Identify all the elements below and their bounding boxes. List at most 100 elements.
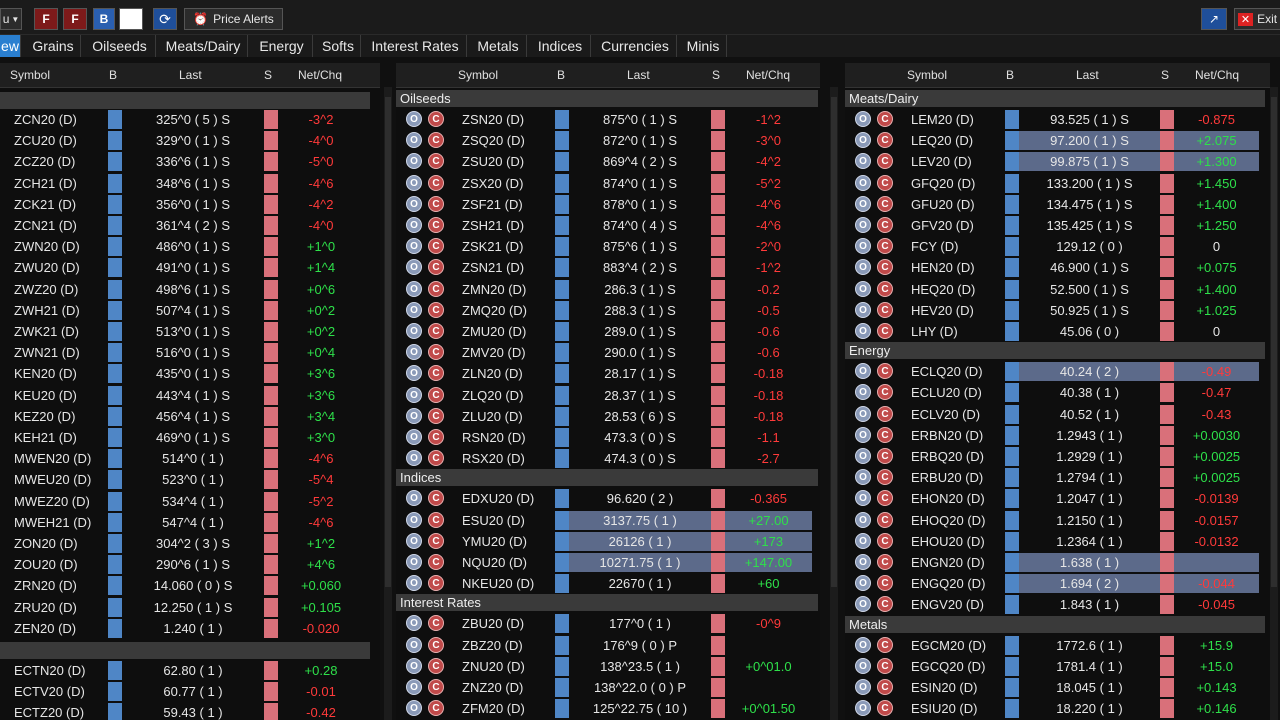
option-icon[interactable]: O	[406, 657, 422, 674]
option-icon[interactable]: O	[406, 407, 422, 424]
tab-softs[interactable]: Softs	[316, 35, 361, 57]
p1-quote-row[interactable]: KEH21 (D) 469^0 ( 1 ) S +3^0	[0, 427, 370, 448]
option-icon[interactable]: O	[406, 490, 422, 507]
chart-icon[interactable]: C	[428, 657, 444, 674]
option-icon[interactable]: O	[406, 386, 422, 403]
chart-icon[interactable]: C	[428, 132, 444, 149]
option-icon[interactable]: O	[855, 636, 871, 653]
p2-quote-row[interactable]: O C ZSN20 (D) 875^0 ( 1 ) S -1^2	[396, 109, 818, 130]
option-icon[interactable]: O	[855, 384, 871, 401]
p2-quote-row[interactable]: O C ZNZ20 (D) 138^22.0 ( 0 ) P	[396, 677, 818, 698]
p1-quote-row[interactable]: ZCN20 (D) 325^0 ( 5 ) S -3^2	[0, 109, 370, 130]
p1-quote-row[interactable]: ECTN20 (D) 62.80 ( 1 ) +0.28	[0, 660, 370, 681]
chart-icon[interactable]: C	[877, 405, 893, 422]
option-icon[interactable]: O	[855, 448, 871, 464]
p1-quote-row[interactable]: ZWN21 (D) 516^0 ( 1 ) S +0^4	[0, 342, 370, 363]
p3-quote-row[interactable]: O C GFU20 (D) 134.475 ( 1 ) S +1.400	[845, 194, 1265, 215]
option-icon[interactable]: O	[406, 636, 422, 653]
p3-quote-row[interactable]: O C ENGV20 (D) 1.843 ( 1 ) -0.045	[845, 594, 1265, 615]
option-icon[interactable]: O	[855, 217, 871, 233]
p1-col-net[interactable]: Net/Chq	[298, 68, 343, 82]
chart-icon[interactable]: C	[428, 238, 444, 255]
p2-quote-row[interactable]: O C ZLN20 (D) 28.17 ( 1 ) S -0.18	[396, 363, 818, 384]
tab-interest-rates[interactable]: Interest Rates	[364, 35, 467, 57]
p3-quote-row[interactable]: O C EGCQ20 (D) 1781.4 ( 1 ) +15.0	[845, 656, 1265, 677]
chart-icon[interactable]: C	[428, 153, 444, 170]
refresh-button[interactable]: ⟳	[153, 8, 177, 30]
option-icon[interactable]: O	[406, 450, 422, 467]
chart-icon[interactable]: C	[428, 700, 444, 717]
p1-quote-row[interactable]: KEU20 (D) 443^4 ( 1 ) S +3^6	[0, 385, 370, 406]
chart-icon[interactable]: C	[877, 323, 893, 339]
tab-meats-dairy[interactable]: Meats/Dairy	[159, 35, 248, 57]
p1-quote-row[interactable]: ZCN21 (D) 361^4 ( 2 ) S -4^0	[0, 215, 370, 236]
chart-icon[interactable]: C	[428, 111, 444, 127]
option-icon[interactable]: O	[406, 365, 422, 382]
p2-quote-row[interactable]: O C ZBZ20 (D) 176^9 ( 0 ) P	[396, 635, 818, 656]
chart-icon[interactable]: C	[877, 636, 893, 653]
p3-col-last[interactable]: Last	[1076, 68, 1099, 82]
p1-col-b[interactable]: B	[109, 68, 118, 82]
p3-quote-row[interactable]: O C ERBU20 (D) 1.2794 ( 1 ) +0.0025	[845, 467, 1265, 488]
p1-col-s[interactable]: S	[264, 68, 273, 82]
p1-quote-row[interactable]: ZWH21 (D) 507^4 ( 1 ) S +0^2	[0, 300, 370, 321]
p1-quote-row[interactable]: ZCZ20 (D) 336^6 ( 1 ) S -5^0	[0, 151, 370, 172]
p3-col-symbol[interactable]: Symbol	[907, 68, 948, 82]
chart-icon[interactable]: C	[877, 657, 893, 674]
chart-icon[interactable]: C	[428, 511, 444, 528]
option-icon[interactable]: O	[406, 532, 422, 549]
p1-quote-row[interactable]: ZOU20 (D) 290^6 ( 1 ) S +4^6	[0, 554, 370, 575]
price-alerts-button[interactable]: ⏰ Price Alerts	[184, 8, 283, 30]
option-icon[interactable]: O	[406, 259, 422, 276]
p2-quote-row[interactable]: O C ESU20 (D) 3137.75 ( 1 ) +27.00	[396, 510, 818, 531]
p1-quote-row[interactable]: ZWZ20 (D) 498^6 ( 1 ) S +0^6	[0, 279, 370, 300]
option-icon[interactable]: O	[855, 238, 871, 255]
p1-quote-row[interactable]: ECTV20 (D) 60.77 ( 1 ) -0.01	[0, 681, 370, 702]
chart-icon[interactable]: C	[877, 596, 893, 613]
p2-quote-row[interactable]: O C NQU20 (D) 10271.75 ( 1 ) +147.00	[396, 552, 818, 573]
p2-quote-row[interactable]: O C ZSK21 (D) 875^6 ( 1 ) S -2^0	[396, 236, 818, 257]
chart-icon[interactable]: C	[877, 301, 893, 318]
p3-quote-row[interactable]: O C ERBN20 (D) 1.2943 ( 1 ) +0.0030	[845, 425, 1265, 446]
tab-oilseeds[interactable]: Oilseeds	[84, 35, 156, 57]
chart-icon[interactable]: C	[428, 301, 444, 318]
chart-icon[interactable]: C	[428, 575, 444, 592]
panel3-scrollbar-thumb[interactable]	[1271, 97, 1277, 587]
p2-col-symbol[interactable]: Symbol	[458, 68, 499, 82]
option-icon[interactable]: O	[855, 132, 871, 149]
p1-quote-row[interactable]: ZRN20 (D) 14.060 ( 0 ) S +0.060	[0, 575, 370, 596]
p1-quote-row[interactable]: ZWK21 (D) 513^0 ( 1 ) S +0^2	[0, 321, 370, 342]
tab-metals[interactable]: Metals	[470, 35, 527, 57]
chart-icon[interactable]: C	[877, 153, 893, 170]
p1-quote-row[interactable]: MWEU20 (D) 523^0 ( 1 ) -5^4	[0, 469, 370, 490]
p3-col-net[interactable]: Net/Chq	[1195, 68, 1240, 82]
p2-quote-row[interactable]: O C ZSQ20 (D) 872^0 ( 1 ) S -3^0	[396, 130, 818, 151]
p1-quote-row[interactable]: KEN20 (D) 435^0 ( 1 ) S +3^6	[0, 363, 370, 384]
p2-quote-row[interactable]: O C NKEU20 (D) 22670 ( 1 ) +60	[396, 573, 818, 594]
chart-icon[interactable]: C	[428, 407, 444, 424]
option-icon[interactable]: O	[855, 363, 871, 380]
p2-quote-row[interactable]: O C ZSF21 (D) 878^0 ( 1 ) S -4^6	[396, 194, 818, 215]
p2-quote-row[interactable]: O C ZMQ20 (D) 288.3 ( 1 ) S -0.5	[396, 300, 818, 321]
option-icon[interactable]: O	[855, 405, 871, 422]
chart-icon[interactable]: C	[428, 174, 444, 191]
option-icon[interactable]: O	[406, 238, 422, 255]
option-icon[interactable]: O	[855, 426, 871, 443]
p2-quote-row[interactable]: O C RSX20 (D) 474.3 ( 0 ) S -2.7	[396, 448, 818, 469]
tab-energy[interactable]: Energy	[251, 35, 313, 57]
p1-quote-row[interactable]: ZCK21 (D) 356^0 ( 1 ) S -4^2	[0, 194, 370, 215]
option-icon[interactable]: O	[406, 323, 422, 339]
exit-button[interactable]: ✕ Exit	[1234, 8, 1280, 30]
option-icon[interactable]: O	[406, 511, 422, 528]
option-icon[interactable]: O	[855, 596, 871, 613]
p3-quote-row[interactable]: O C FCY (D) 129.12 ( 0 ) 0	[845, 236, 1265, 257]
chart-icon[interactable]: C	[428, 679, 444, 695]
chart-icon[interactable]: C	[877, 490, 893, 507]
option-icon[interactable]: O	[855, 657, 871, 674]
p1-quote-row[interactable]: ZRU20 (D) 12.250 ( 1 ) S +0.105	[0, 597, 370, 618]
chart-icon[interactable]: C	[877, 532, 893, 549]
chart-icon[interactable]: C	[877, 469, 893, 486]
option-icon[interactable]: O	[406, 575, 422, 592]
panel2-scrollbar-thumb[interactable]	[831, 97, 837, 587]
chart-icon[interactable]: C	[877, 217, 893, 233]
